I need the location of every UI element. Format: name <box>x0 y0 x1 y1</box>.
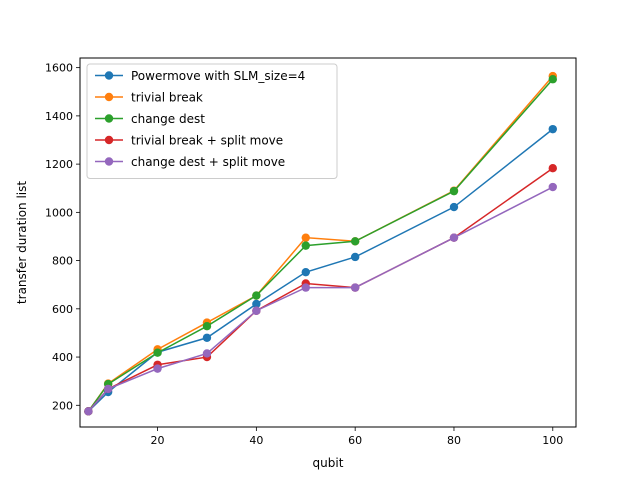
legend-label: Powermove with SLM_size=4 <box>131 69 305 83</box>
legend-swatch-marker <box>104 114 114 123</box>
legend-label: change dest <box>131 112 205 126</box>
data-point <box>301 241 310 250</box>
legend-item: Powermove with SLM_size=4 <box>95 69 305 83</box>
legend-swatch-marker <box>104 92 114 102</box>
data-point <box>252 299 261 309</box>
legend-item: trivial break <box>95 91 203 105</box>
data-point <box>202 321 212 331</box>
legend-swatch-marker <box>104 157 114 166</box>
legend-swatch-marker <box>104 135 114 145</box>
data-point <box>202 349 212 358</box>
plot-frame <box>79 57 577 428</box>
data-point <box>252 306 261 315</box>
data-point <box>449 186 459 196</box>
legend-label: change dest + split move <box>131 155 285 169</box>
data-point <box>153 348 162 357</box>
data-point <box>84 407 93 416</box>
data-point <box>548 75 557 84</box>
legend-item: change dest + split move <box>95 155 285 169</box>
data-point <box>301 233 310 242</box>
y-axis-label: transfer duration list <box>15 181 29 304</box>
x-tick-label: 40 <box>249 434 263 447</box>
legend-box <box>86 63 338 179</box>
y-tick-label: 600 <box>52 303 73 316</box>
data-point <box>548 124 557 134</box>
x-tick-label: 100 <box>542 434 563 447</box>
x-axis-label: qubit <box>313 456 344 470</box>
y-tick-label: 400 <box>52 351 73 364</box>
legend-label: trivial break + split move <box>131 134 283 148</box>
data-point <box>350 252 360 262</box>
data-point <box>449 233 459 242</box>
data-point <box>301 267 310 277</box>
data-point <box>252 291 261 300</box>
legend-swatch-marker <box>104 71 114 80</box>
series-4 <box>84 182 557 416</box>
legend-item: trivial break + split move <box>95 134 283 148</box>
y-tick-label: 1400 <box>45 110 73 123</box>
y-tick-label: 800 <box>52 255 73 268</box>
data-point <box>350 237 360 246</box>
data-point <box>548 182 557 192</box>
y-tick-label: 1000 <box>45 206 73 219</box>
y-tick-label: 1200 <box>45 158 73 171</box>
data-point <box>548 164 557 173</box>
data-point <box>103 384 113 394</box>
axis-ticks: 20 40 60 80 100 200 400 600 800 1000 1200 1400 1600 <box>45 62 563 447</box>
legend-label: trivial break <box>131 91 203 105</box>
y-tick-label: 200 <box>52 399 73 412</box>
data-point <box>202 333 212 342</box>
x-tick-label: 60 <box>348 434 362 447</box>
x-tick-label: 80 <box>447 434 461 447</box>
x-tick-label: 20 <box>151 434 165 447</box>
data-point <box>449 202 459 212</box>
y-tick-label: 1600 <box>45 62 73 75</box>
data-point <box>350 283 360 292</box>
data-point <box>153 364 162 373</box>
legend-item: change dest <box>95 112 205 126</box>
data-point <box>301 283 310 292</box>
plot-marks <box>84 71 557 416</box>
